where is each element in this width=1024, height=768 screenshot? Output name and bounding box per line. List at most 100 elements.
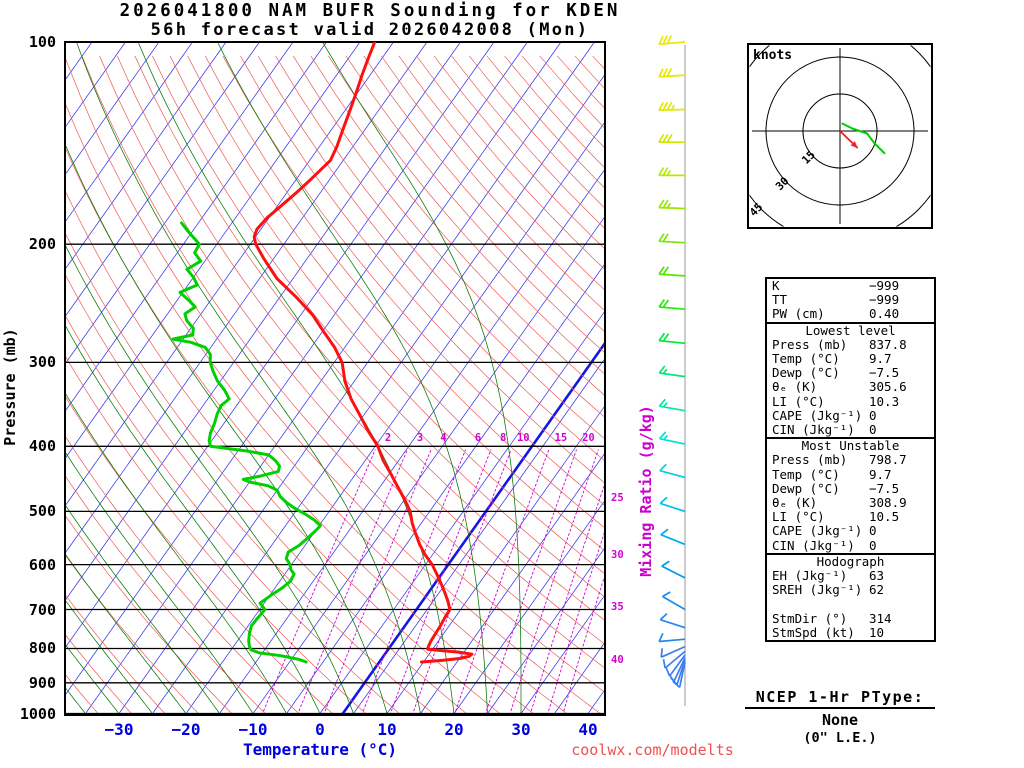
temperature-tick-label: 10 [377, 720, 397, 739]
stat-label: K [772, 278, 780, 293]
highlighted-isotherm [340, 340, 605, 715]
stat-row: Dewp (°C) −7.5 [767, 366, 934, 380]
stats-section: Most Unstable Press (mb) 798.7 Temp (°C) 9.7… [767, 437, 934, 553]
stat-row: CIN (Jkg⁻¹) 0 [767, 422, 934, 438]
wind-barb [658, 167, 685, 177]
stat-row: θₑ (K) 308.9 [767, 495, 934, 510]
stats-section: Lowest level Press (mb) 837.8 Temp (°C) 9.7 D… [767, 321, 934, 438]
stat-row: LI (°C) 10.5 [767, 510, 934, 524]
stat-value: 305.6 [869, 379, 907, 395]
wind-barb [662, 650, 686, 669]
hodograph-ring-label: 45 [747, 201, 766, 220]
hodograph-border [747, 43, 933, 229]
stat-label: CIN (Jkg⁻¹) [772, 537, 855, 553]
wind-barb [660, 645, 686, 658]
stat-row: Temp (°C) 9.7 [767, 466, 934, 482]
stat-row: StmDir (°) 314 [767, 610, 934, 626]
stat-value: −999 [869, 292, 900, 308]
svg-text:30: 30 [611, 549, 624, 561]
stat-value: 10.5 [869, 509, 900, 525]
stat-value [869, 597, 929, 611]
svg-text:10: 10 [517, 432, 530, 444]
stat-label: SREH (Jkg⁻¹) [772, 582, 863, 598]
stat-value: 10.3 [869, 393, 900, 409]
wind-barb [659, 496, 686, 513]
stat-value: 837.8 [869, 336, 907, 352]
stat-value: 63 [869, 568, 885, 584]
svg-text:3: 3 [417, 432, 423, 444]
stats-section: K −999 TT −999 PW (cm) 0.40 [767, 278, 934, 322]
wind-barb [661, 560, 686, 579]
stat-label: TT [772, 292, 788, 308]
chart-title: 2026041800 NAM BUFR Sounding for KDEN [119, 1, 621, 21]
stat-value: −999 [869, 278, 900, 293]
stat-label: Temp (°C) [772, 466, 840, 482]
stat-value: 9.7 [869, 466, 892, 482]
stat-row: PW (cm) 0.40 [767, 307, 934, 321]
stat-label: Dewp (°C) [772, 480, 840, 496]
stats-section-title: Most Unstable [801, 438, 900, 454]
stat-value: 798.7 [869, 452, 907, 468]
mixing-ratio-grid [261, 449, 605, 715]
stat-row: Dewp (°C) −7.5 [767, 480, 934, 496]
ptype-value: None [821, 711, 859, 729]
hodograph-units-label: knots [753, 48, 793, 63]
pressure-tick-label: 100 [28, 33, 56, 51]
temperature-axis-label: Temperature (°C) [242, 740, 398, 759]
pressure-gridlines [65, 41, 605, 715]
ptype-divider [745, 707, 935, 709]
wind-barb [659, 612, 686, 629]
temperature-tick-label: −20 [171, 720, 201, 739]
storm-motion-vector [839, 130, 859, 149]
wind-barb [658, 299, 686, 311]
pressure-tick-label: 900 [28, 673, 56, 692]
stat-value: −7.5 [869, 480, 900, 496]
hodograph-ring-label: 15 [799, 148, 818, 167]
svg-text:35: 35 [611, 601, 624, 613]
stat-label: θₑ (K) [772, 379, 818, 395]
pressure-tick-label: 200 [28, 235, 56, 254]
stat-label: CIN (Jkg⁻¹) [772, 422, 855, 438]
chart-subtitle: 56h forecast valid 2026042008 (Mon) [150, 20, 590, 40]
stat-label: Temp (°C) [772, 351, 840, 367]
stat-value: 314 [869, 610, 892, 626]
stat-value: 0 [869, 422, 877, 438]
stat-label: LI (°C) [772, 393, 825, 409]
stat-row: Press (mb) 798.7 [767, 453, 934, 467]
stat-row: CAPE (Jkg⁻¹) 0 [767, 407, 934, 423]
pressure-tick-label: 1000 [19, 704, 56, 723]
pressure-tick-label: 800 [28, 639, 56, 658]
stat-value: 0.40 [869, 306, 900, 322]
svg-text:4: 4 [440, 432, 446, 444]
stat-value: 9.7 [869, 351, 892, 367]
wind-barb [658, 266, 686, 277]
stat-row: CAPE (Jkg⁻¹) 0 [767, 524, 934, 538]
sounding-stats-panel: K −999 TT −999 PW (cm) 0.40 Lowest level Press … [765, 277, 936, 643]
stat-label: Press (mb) [772, 336, 848, 352]
stat-label: Dewp (°C) [772, 365, 840, 381]
wind-barb [672, 661, 686, 689]
stat-row: K −999 [767, 278, 934, 293]
stat-label: EH (Jkg⁻¹) [772, 568, 848, 584]
stat-label: CAPE (Jkg⁻¹) [772, 523, 863, 539]
stat-row: Temp (°C) 9.7 [767, 351, 934, 367]
stat-row: Press (mb) 837.8 [767, 336, 934, 352]
temperature-tick-label: 40 [578, 720, 598, 739]
pressure-tick-label: 700 [28, 600, 56, 619]
stat-row: EH (Jkg⁻¹) 63 [767, 568, 934, 584]
stat-row: θₑ (K) 305.6 [767, 380, 934, 394]
stat-label: LI (°C) [772, 509, 825, 525]
ptype-title: NCEP 1-Hr PType: [755, 688, 925, 706]
pressure-tick-label: 400 [28, 437, 56, 456]
wind-barb [658, 632, 686, 643]
pressure-tick-label: 600 [28, 555, 56, 574]
temperature-tick-label: 20 [444, 720, 464, 739]
pressure-tick-label: 500 [28, 502, 56, 521]
wind-barb [658, 398, 686, 412]
stat-label: StmSpd (kt) [772, 624, 855, 640]
wind-barb [658, 35, 686, 46]
stat-label [772, 597, 869, 611]
stat-value: 0 [869, 407, 877, 423]
stats-section-title: Hodograph [816, 553, 885, 569]
